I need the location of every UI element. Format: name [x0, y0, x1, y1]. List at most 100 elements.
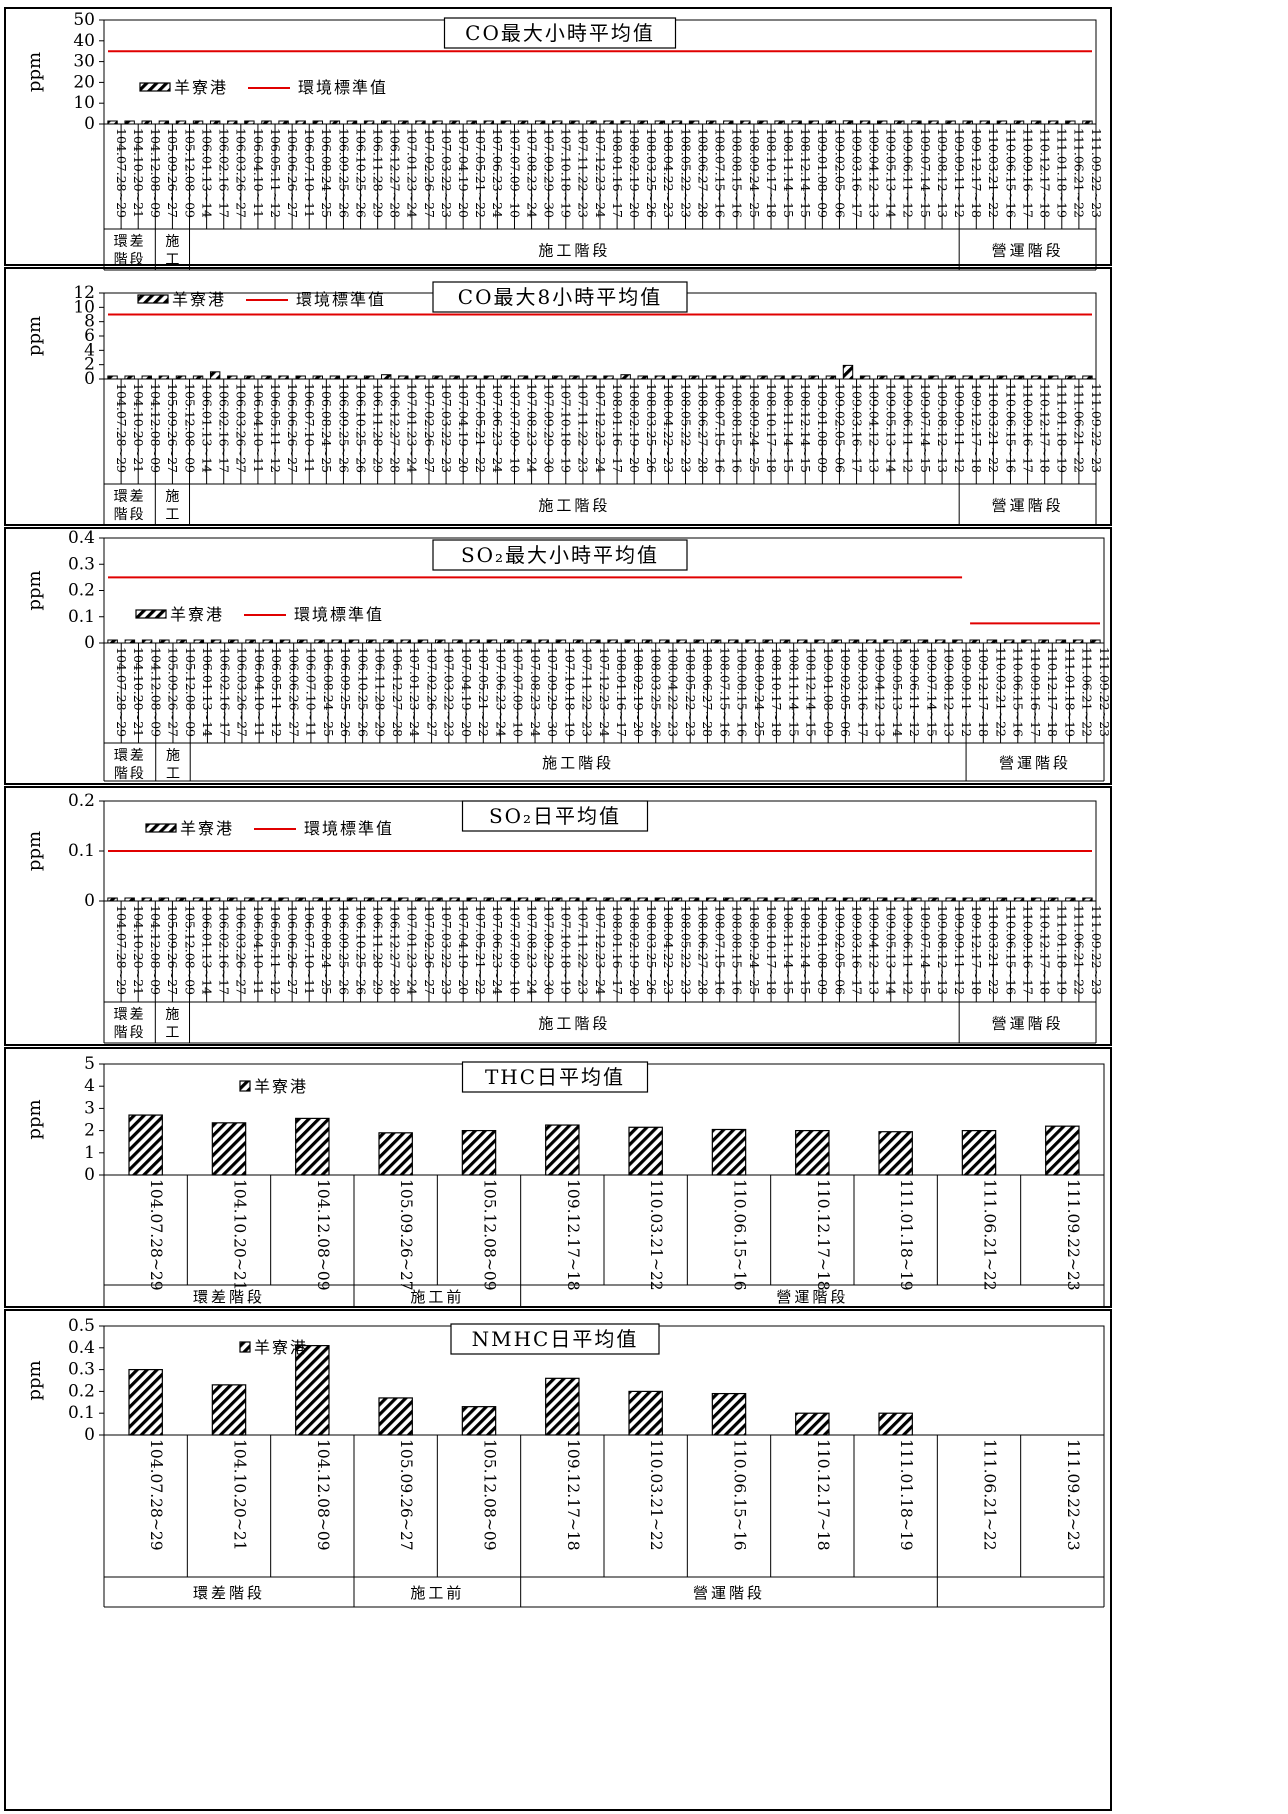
bar-111.06.21~22 — [1072, 639, 1084, 644]
bar-108.01.16~17 — [603, 375, 614, 380]
bar-108.12.14~15 — [797, 639, 808, 644]
bar-107.01.23~24 — [398, 897, 409, 902]
phase-label: 施工階段 — [538, 242, 610, 260]
bar-105.09.26~27 — [159, 639, 170, 644]
y-tick-label: 0 — [84, 114, 95, 134]
bar-104.07.28~29 — [107, 375, 118, 380]
category-label: 106.04.10~11 — [251, 383, 266, 473]
bar-107.07.09~10 — [500, 120, 512, 125]
bar-109.04.12~13 — [859, 897, 871, 902]
bar-109.08.12~13 — [934, 639, 946, 644]
category-label: 104.10.20~21 — [230, 1179, 248, 1291]
category-label: 109.07.14~15 — [918, 905, 933, 995]
chart-title-box — [461, 800, 649, 832]
legend-bar-label: 羊寮港 — [170, 605, 224, 624]
bar-109.08.12~13 — [928, 897, 939, 902]
category-label: 111.06.21~22 — [1072, 383, 1087, 473]
category-label: 109.09.11~12 — [952, 383, 967, 473]
category-label: 107.11.22~23 — [580, 647, 595, 737]
legend: 羊寮港 — [239, 1077, 306, 1096]
phase-label: 施工 — [165, 234, 179, 268]
category-label: 104.10.20~21 — [230, 1439, 248, 1551]
bar-109.02.05~06 — [825, 375, 837, 380]
category-label: 109.03.16~17 — [849, 905, 864, 995]
y-axis-label: ppm — [24, 570, 45, 610]
legend-bar-label: 羊寮港 — [174, 78, 228, 97]
phase-label: 環差階段 — [193, 1584, 265, 1602]
bar-108.04.22~23 — [659, 639, 670, 644]
category-label: 107.09.29~30 — [545, 647, 560, 737]
legend-line-label: 環境標準值 — [298, 78, 388, 97]
bar-108.07.15~16 — [710, 639, 722, 644]
category-label: 105.12.08~09 — [480, 1439, 498, 1551]
bar-106.02.16~17 — [210, 639, 222, 644]
bar-106.04.10~11 — [245, 639, 256, 644]
category-label: 105.12.08~09 — [182, 128, 197, 218]
bar-106.11.28~29 — [366, 639, 377, 644]
category-label: 106.03.26~27 — [234, 128, 249, 218]
category-label: 104.07.28~29 — [114, 383, 129, 473]
category-label: 110.03.21~22 — [647, 1179, 665, 1291]
chart-title: THC日平均值 — [485, 1065, 625, 1089]
category-label: 107.12.23~24 — [593, 905, 608, 995]
bar-107.11.22~23 — [569, 897, 580, 902]
category-label: 109.03.16~17 — [849, 383, 864, 473]
chart-panel-3: 0 0.1 0.2 0.3 0.4 ppm 104.07.28~29 104.10.20~21… — [4, 527, 1112, 785]
bar-108.03.25~26 — [637, 375, 648, 380]
legend-line-label: 環境標準值 — [304, 819, 394, 838]
category-label: 105.12.08~09 — [182, 383, 197, 473]
category-label: 108.05.22~23 — [683, 647, 698, 737]
category-label: 111.01.18~19 — [1055, 383, 1070, 473]
bar-106.10.25~26 — [348, 639, 360, 644]
bar-105.12.08~09 — [461, 1129, 497, 1176]
bar-104.12.08~09 — [141, 897, 152, 902]
category-label: 106.08.24~25 — [319, 905, 334, 995]
category-label: 106.12.27~28 — [388, 128, 403, 218]
bar-109.08.12~13 — [928, 375, 939, 380]
category-label: 109.12.17~18 — [969, 383, 984, 473]
category-label: 109.01.08~09 — [815, 383, 830, 473]
category-label: 108.07.15~16 — [713, 905, 728, 995]
bar-106.09.25~26 — [329, 375, 341, 380]
category-label: 104.10.20~21 — [131, 383, 146, 473]
bar-104.12.08~09 — [295, 1117, 330, 1176]
category-label: 108.09.24~25 — [747, 383, 762, 473]
category-label: 108.11.14~15 — [781, 905, 796, 995]
bar-108.12.14~15 — [791, 375, 802, 380]
bar-106.12.27~28 — [381, 374, 392, 380]
bar-108.09.24~25 — [740, 897, 751, 902]
bar-106.04.10~11 — [244, 897, 255, 902]
category-label: 109.06.11~12 — [901, 383, 916, 473]
bar-108.06.27~28 — [688, 375, 700, 380]
bar-111.01.18~19 — [878, 1412, 913, 1436]
bar-107.09.29~30 — [534, 897, 546, 902]
phase-label: 環差階段 — [114, 748, 146, 782]
category-label: 109.07.14~15 — [918, 383, 933, 473]
bar-107.10.18~19 — [555, 639, 567, 644]
category-label: 109.04.12~13 — [873, 647, 888, 737]
bar-108.08.15~16 — [723, 120, 734, 125]
bar-109.03.16~17 — [842, 364, 854, 380]
category-label: 109.03.16~17 — [855, 647, 870, 737]
bar-111.01.18~19 — [1048, 120, 1059, 125]
bar-106.09.25~26 — [329, 897, 341, 902]
bar-107.10.18~19 — [552, 375, 563, 380]
bar-108.07.15~16 — [705, 120, 717, 125]
category-label: 106.03.26~27 — [234, 905, 249, 995]
bar-110.03.21~22 — [979, 375, 991, 380]
bar-107.02.26~27 — [415, 120, 426, 125]
bar-109.09.11~12 — [945, 897, 956, 902]
phase-label: 環差階段 — [114, 234, 146, 268]
y-tick-label: 0 — [84, 369, 95, 389]
bar-104.07.28~29 — [107, 897, 118, 902]
y-tick-label: 0 — [84, 1165, 95, 1185]
category-label: 111.06.21~22 — [980, 1439, 998, 1551]
bar-107.01.23~24 — [398, 375, 409, 380]
bar-109.12.17~18 — [962, 897, 973, 902]
bar-108.10.17~18 — [757, 897, 768, 902]
bar-108.09.24~25 — [740, 375, 751, 380]
category-label: 108.03.25~26 — [644, 128, 659, 218]
bar-107.01.23~24 — [398, 120, 409, 125]
bar-106.01.13~14 — [192, 375, 204, 380]
category-label: 108.02.19~20 — [627, 128, 642, 218]
